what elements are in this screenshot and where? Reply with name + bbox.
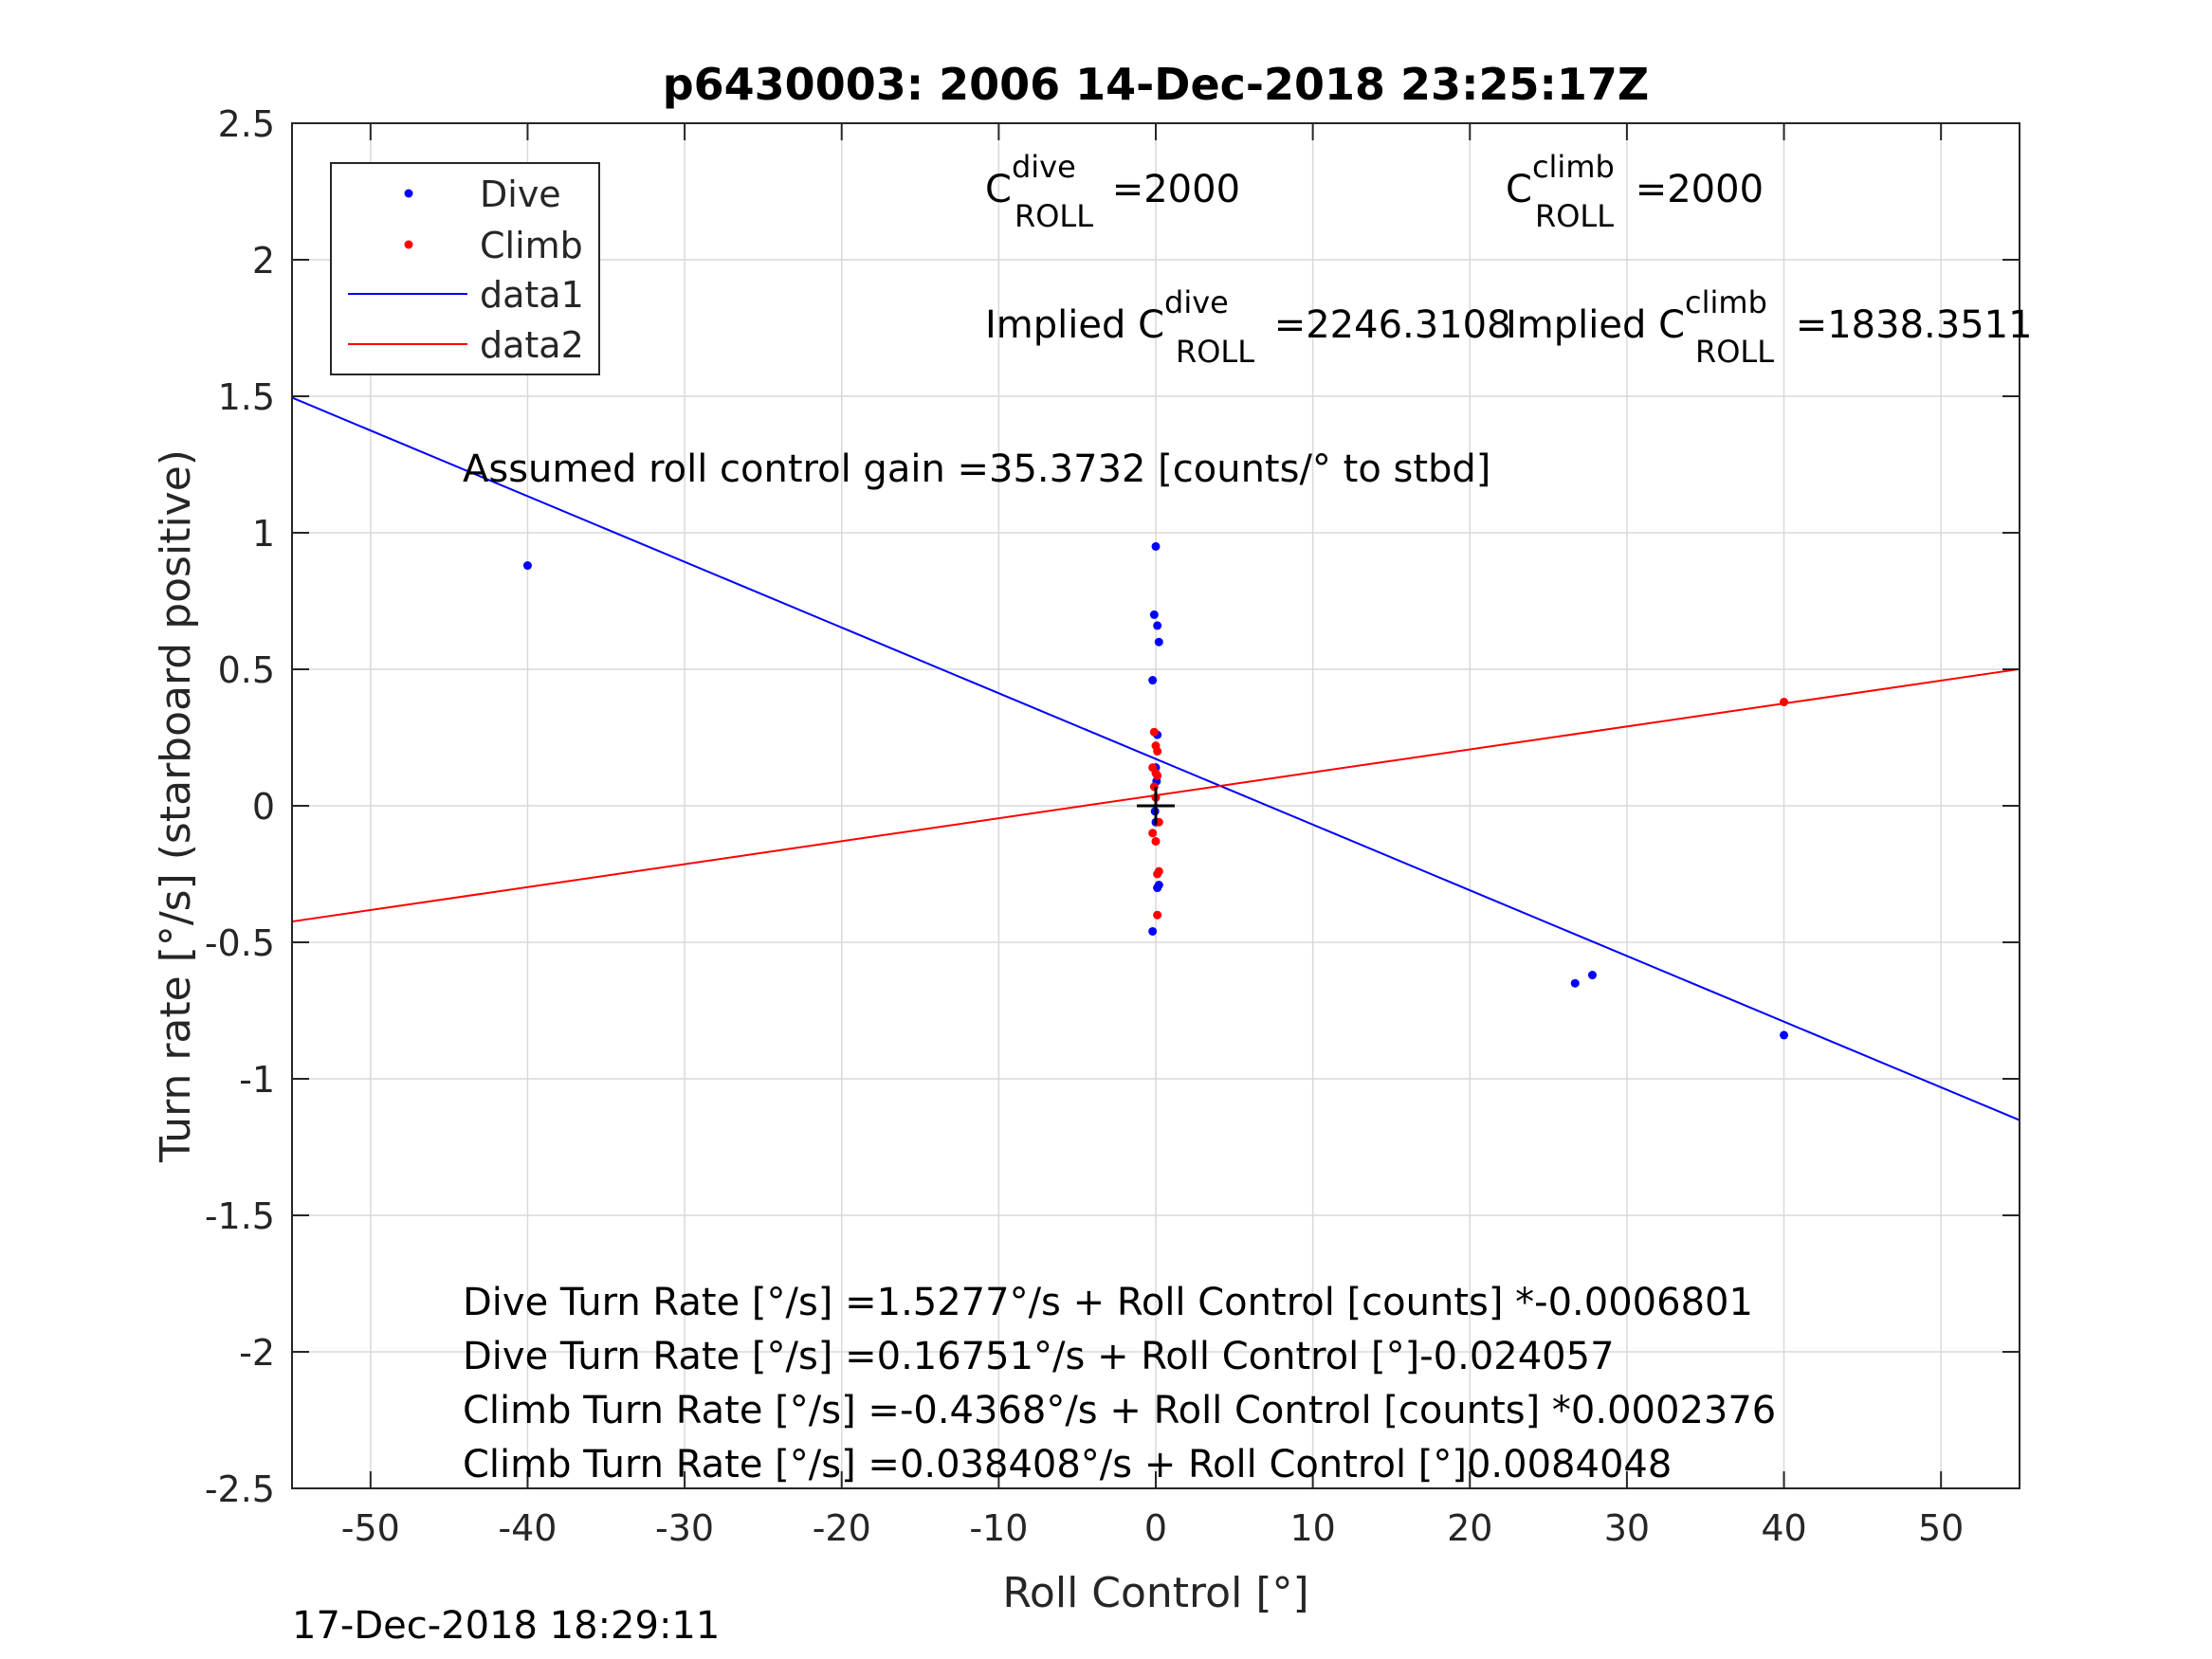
climb-point (1151, 836, 1161, 846)
series-layer (291, 396, 2020, 1121)
dive-point (1587, 971, 1597, 980)
c-roll-climb-annotation: Cclimb ROLL =2000 (1506, 149, 1764, 234)
y-tick-label: -2 (239, 1332, 275, 1374)
dive-equation-counts: Dive Turn Rate [°/s] =1.5277°/s + Roll C… (463, 1281, 1753, 1324)
implied-c-roll-climb-annotation: Implied Cclimb ROLL =1838.3511 (1506, 284, 2033, 370)
legend-label-dive: Dive (480, 173, 561, 215)
fit-line-data1 (291, 396, 2020, 1121)
legend-marker-dive (404, 189, 413, 198)
x-tick-label: 50 (1918, 1507, 1964, 1549)
legend-box (330, 162, 600, 375)
climb-point (1153, 746, 1162, 756)
dive-point (1153, 883, 1162, 892)
y-tick-label: -0.5 (205, 922, 275, 964)
legend-label-data1: data1 (480, 274, 584, 316)
dive-equation-degrees: Dive Turn Rate [°/s] =0.16751°/s + Roll … (463, 1335, 1615, 1378)
climb-point (1149, 727, 1159, 737)
y-axis-label: Turn rate [°/s] (starboard positive) (152, 449, 200, 1163)
climb-equation-degrees: Climb Turn Rate [°/s] =0.038408°/s + Rol… (463, 1443, 1672, 1486)
climb-point (1148, 829, 1158, 838)
axis-ticks (292, 122, 2020, 1489)
dive-point (1148, 676, 1158, 685)
x-tick-label: -40 (498, 1507, 557, 1549)
y-tick-label: 0 (252, 786, 275, 828)
x-tick-label: 10 (1289, 1507, 1335, 1549)
roll-gain-annotation: Assumed roll control gain =35.3732 [coun… (463, 447, 1490, 491)
y-tick-label: 1.5 (218, 376, 275, 418)
climb-point (1780, 698, 1789, 707)
y-tick-label: 0.5 (218, 649, 275, 691)
dive-point (1153, 621, 1162, 630)
x-axis-label: Roll Control [°] (1002, 1569, 1308, 1617)
legend-marker-climb (404, 240, 413, 249)
chart-title: p6430003: 2006 14-Dec-2018 23:25:17Z (663, 59, 1650, 110)
dive-point (522, 561, 532, 571)
implied-c-roll-dive-annotation: Implied Cdive ROLL =2246.3108 (985, 284, 1511, 370)
legend-label-climb: Climb (480, 225, 583, 266)
y-tick-label: 2.5 (218, 103, 275, 145)
x-tick-label: 20 (1447, 1507, 1492, 1549)
x-tick-label: -30 (655, 1507, 714, 1549)
x-tick-label: -10 (969, 1507, 1028, 1549)
dive-point (1154, 637, 1163, 647)
legend: Dive Climb data1 data2 (330, 162, 600, 375)
dive-point (1149, 610, 1159, 619)
y-tick-label: 1 (252, 513, 275, 555)
y-tick-label: 2 (252, 240, 275, 282)
climb-equation-counts: Climb Turn Rate [°/s] =-0.4368°/s + Roll… (463, 1389, 1776, 1432)
climb-point (1153, 869, 1162, 879)
x-tick-label: 40 (1761, 1507, 1806, 1549)
dive-point (1780, 1030, 1789, 1040)
x-tick-label: -50 (341, 1507, 400, 1549)
climb-point (1153, 771, 1162, 780)
footer-timestamp: 17-Dec-2018 18:29:11 (292, 1604, 720, 1648)
y-tick-label: -1.5 (205, 1195, 275, 1237)
tick-labels: -50 -40 -30 -20 -10 0 10 20 30 40 50 2.5 2 1.5 1 0.5 0 -0… (205, 103, 1965, 1549)
x-tick-label: 0 (1144, 1507, 1167, 1549)
dive-point (1151, 541, 1161, 551)
x-tick-label: 30 (1604, 1507, 1650, 1549)
legend-label-data2: data2 (480, 324, 584, 366)
climb-point (1153, 910, 1162, 920)
y-tick-label: -1 (239, 1059, 275, 1101)
c-roll-dive-annotation: Cdive ROLL =2000 (985, 149, 1240, 234)
dive-point (1148, 926, 1158, 936)
x-tick-label: -20 (813, 1507, 871, 1549)
y-tick-label: -2.5 (205, 1468, 275, 1510)
dive-point (1570, 978, 1580, 988)
